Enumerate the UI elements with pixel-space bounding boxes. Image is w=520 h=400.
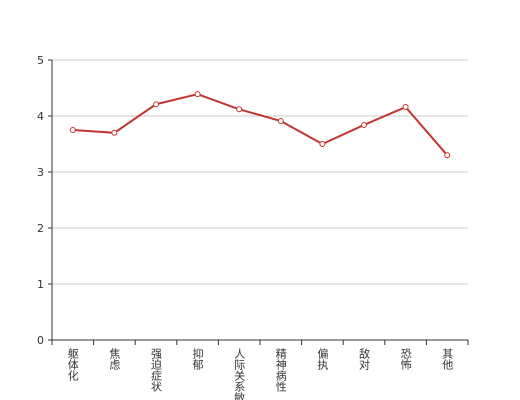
x-tick-label: 偏执: [316, 347, 329, 371]
point: [236, 106, 243, 113]
point: [69, 127, 76, 133]
y-tick-label: 4: [37, 110, 44, 123]
point: [153, 101, 159, 108]
y-tick-label: 5: [37, 54, 44, 67]
line: [72, 93, 448, 156]
y-tick-label: 2: [37, 222, 44, 235]
point: [111, 129, 118, 136]
y-tick-label: 1: [37, 278, 44, 291]
point: [277, 118, 284, 125]
x-tick-label: 精神病性: [274, 348, 287, 393]
point: [402, 104, 409, 111]
x-tick-label: 焦虑: [108, 348, 121, 370]
x-tick-label: 抑郁: [191, 347, 204, 370]
x-tick-label: 敌对: [358, 347, 371, 370]
x-tick-label: 恐怖: [399, 348, 412, 370]
point: [361, 121, 367, 128]
point: [319, 141, 326, 147]
point: [444, 152, 451, 159]
x-tick-label: 强迫症状: [150, 348, 163, 392]
x-tick-label: 人际关系敏感: [233, 348, 246, 400]
y-tick-label: 0: [37, 334, 44, 347]
x-tick-label: 其他: [441, 348, 454, 370]
y-tick-label: 3: [37, 166, 44, 179]
x-tick-label: 躯体化: [66, 348, 79, 382]
point: [194, 91, 201, 98]
